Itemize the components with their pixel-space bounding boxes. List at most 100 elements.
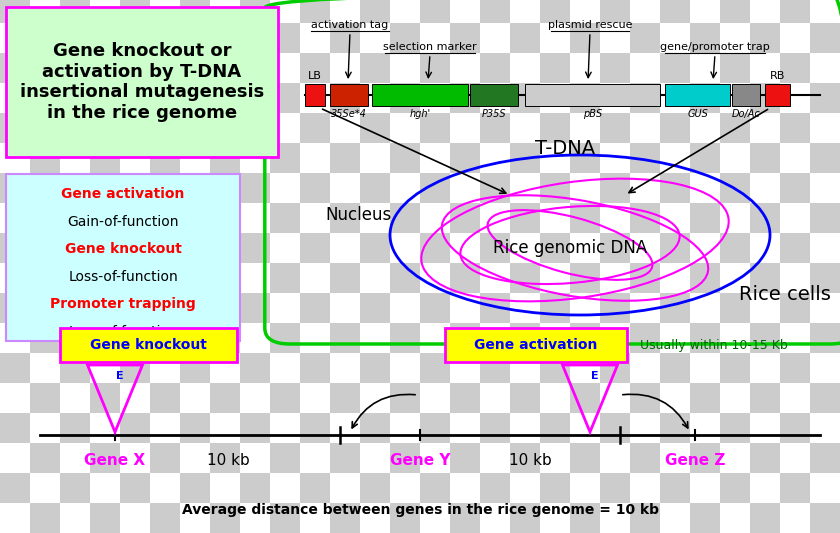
Text: Rice cells: Rice cells [739,286,831,304]
Bar [60,173,90,203]
Bar [90,323,120,353]
Bar [300,113,330,143]
Bar [330,203,360,233]
Bar [750,143,780,173]
Bar [390,23,420,53]
Text: Gain-of-function: Gain-of-function [67,215,179,229]
Bar [630,503,660,533]
Bar [780,413,810,443]
Bar [210,443,240,473]
Bar [630,203,660,233]
Bar [750,443,780,473]
Bar [330,383,360,413]
Text: Nucleus: Nucleus [325,206,391,224]
Bar [570,83,600,113]
Bar [450,383,480,413]
Text: gene/promoter trap: gene/promoter trap [660,42,770,52]
FancyBboxPatch shape [7,174,239,341]
Bar [450,23,480,53]
Bar [120,0,150,23]
Bar [360,413,390,443]
Bar [120,233,150,263]
Bar [630,23,660,53]
FancyBboxPatch shape [60,328,237,362]
Bar [30,383,60,413]
Bar [300,293,330,323]
Bar [750,323,780,353]
Bar [0,293,30,323]
Bar [360,293,390,323]
Bar [540,53,570,83]
Bar [570,323,600,353]
Text: Gene knockout: Gene knockout [65,243,181,256]
Bar [540,113,570,143]
Bar [690,323,720,353]
Bar [720,233,750,263]
Bar [690,383,720,413]
Bar [660,293,690,323]
Bar [60,353,90,383]
Bar [0,233,30,263]
Bar [60,113,90,143]
Text: plasmid rescue: plasmid rescue [548,20,633,30]
Bar [210,203,240,233]
Bar [300,53,330,83]
Bar [330,263,360,293]
Bar [470,84,518,106]
Bar [240,53,270,83]
Bar [540,233,570,263]
Text: activation tag: activation tag [312,20,389,30]
Bar [30,443,60,473]
Bar [765,84,790,106]
Bar [600,173,630,203]
Text: 35Se*4: 35Se*4 [331,109,367,119]
Bar [330,83,360,113]
Bar [150,323,180,353]
Bar [150,143,180,173]
Bar [390,503,420,533]
Bar [0,473,30,503]
Bar [330,323,360,353]
Bar [390,83,420,113]
Bar [0,113,30,143]
Bar [750,383,780,413]
Bar [210,263,240,293]
Bar [240,233,270,263]
Bar [180,173,210,203]
Text: E: E [591,371,599,381]
Bar [810,23,840,53]
Bar [150,83,180,113]
Bar [180,353,210,383]
Bar [510,383,540,413]
Bar [540,173,570,203]
Bar [330,23,360,53]
Bar [150,263,180,293]
Text: Rice genomic DNA: Rice genomic DNA [493,239,647,257]
Bar [150,23,180,53]
Text: selection marker: selection marker [383,42,477,52]
Bar [120,293,150,323]
Bar [810,143,840,173]
Bar [360,173,390,203]
Bar [810,323,840,353]
Bar [120,53,150,83]
Bar [720,173,750,203]
Bar [390,383,420,413]
Bar [510,143,540,173]
Bar [510,263,540,293]
Bar [570,443,600,473]
Bar [390,263,420,293]
Text: Gene X: Gene X [85,453,145,468]
Bar [270,383,300,413]
Bar [750,263,780,293]
Text: Gene knockout: Gene knockout [90,338,207,352]
Text: Average distance between genes in the rice genome = 10 kb: Average distance between genes in the ri… [181,503,659,517]
Bar [420,233,450,263]
Bar [300,173,330,203]
Bar [810,83,840,113]
Bar [690,263,720,293]
Bar [90,263,120,293]
Bar [240,413,270,443]
Bar [480,53,510,83]
Bar [90,143,120,173]
